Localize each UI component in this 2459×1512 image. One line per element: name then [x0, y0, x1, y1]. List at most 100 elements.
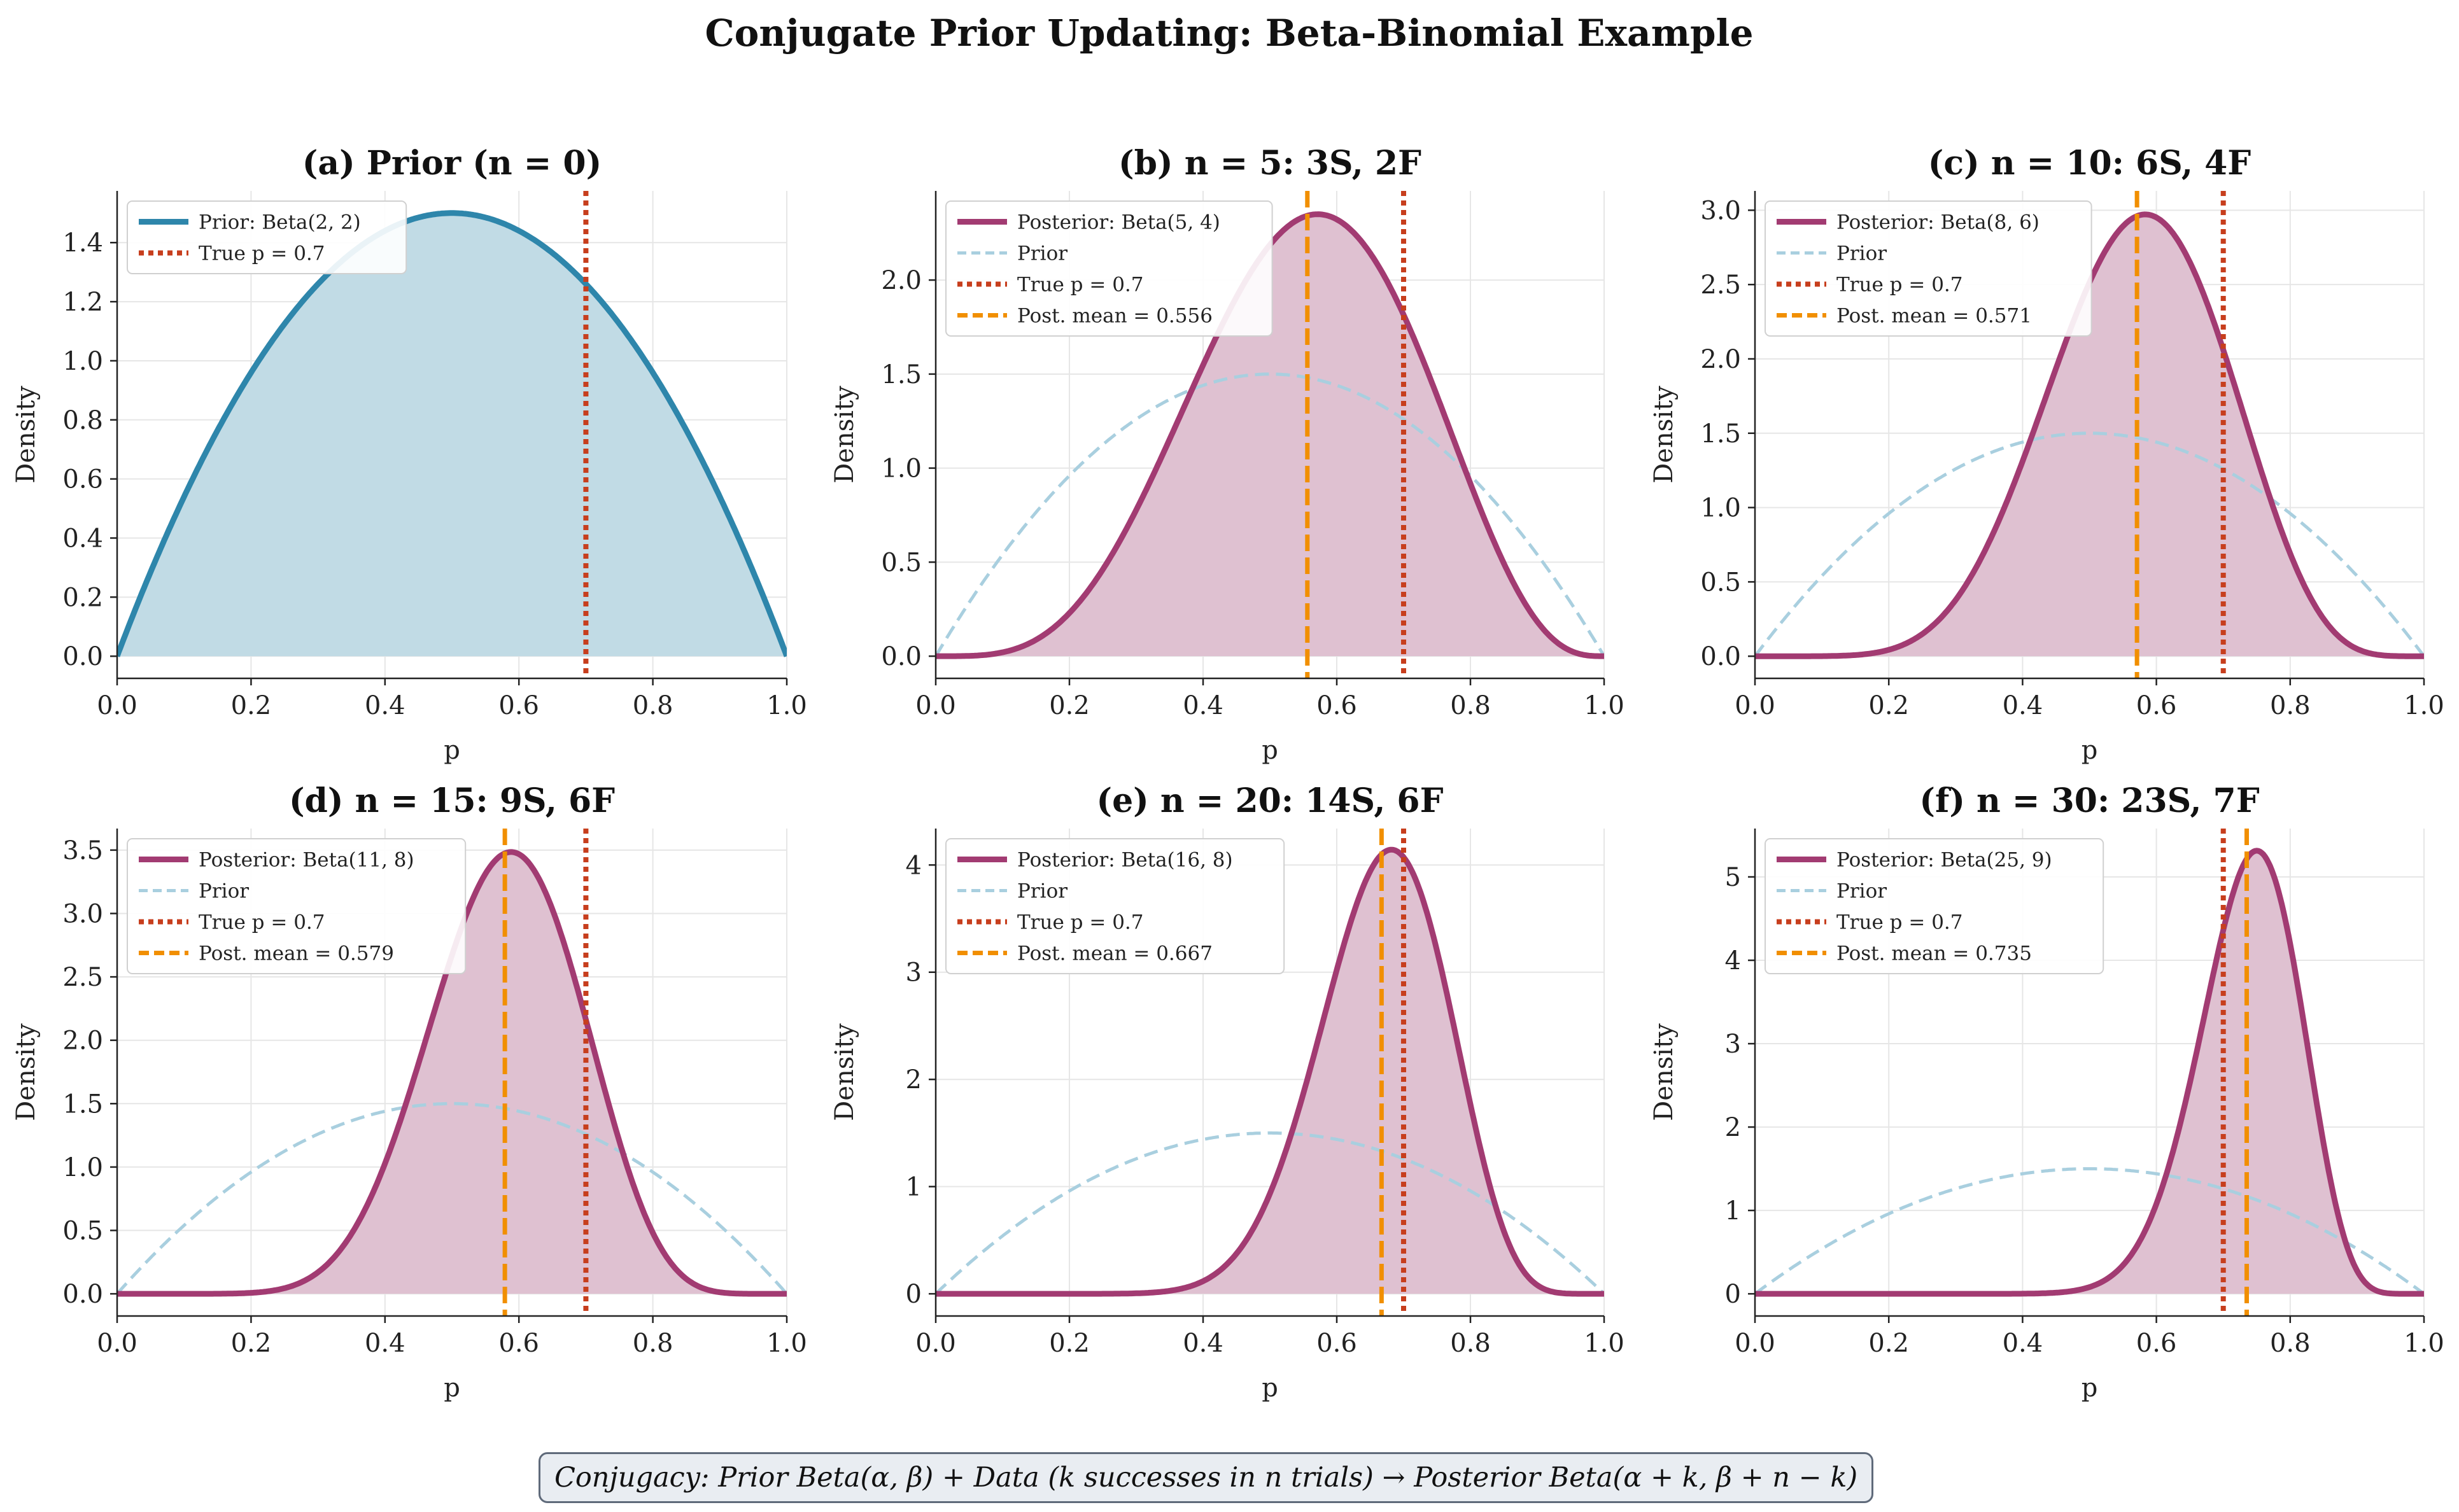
x-tick-label: 0.2 — [1049, 1329, 1090, 1358]
x-tick-label: 0.0 — [1735, 1329, 1775, 1358]
y-tick-label: 1.0 — [881, 454, 922, 484]
y-tick-label: 1.5 — [62, 1089, 103, 1119]
y-tick-label: 0 — [1725, 1280, 1741, 1309]
x-axis-label: p — [444, 736, 460, 765]
legend-label: Posterior: Beta(25, 9) — [1836, 849, 2052, 872]
x-axis-label: p — [2082, 1373, 2098, 1403]
prior-density-fill — [117, 213, 787, 657]
plot-area — [936, 829, 1604, 1316]
y-tick-label: 3 — [1725, 1030, 1741, 1059]
legend: Posterior: Beta(16, 8) Prior True p = 0.7 P… — [945, 838, 1285, 974]
legend-frame — [127, 200, 407, 274]
x-axis-label: p — [1262, 1373, 1278, 1403]
x-tick-label: 1.0 — [766, 691, 807, 720]
legend: Posterior: Beta(8, 6) Prior True p = 0.7 Po… — [1765, 200, 2092, 337]
x-tick-label: 0.4 — [2003, 1329, 2043, 1358]
y-tick-label: 0.8 — [62, 406, 103, 435]
y-tick-label: 4 — [906, 851, 922, 880]
legend-label: Post. mean = 0.556 — [1017, 305, 1213, 328]
y-tick-label: 1.0 — [1700, 494, 1741, 523]
y-tick-label: 0.5 — [881, 548, 922, 577]
legend-label: Post. mean = 0.735 — [1836, 942, 2032, 965]
legend-label: Post. mean = 0.579 — [199, 942, 394, 965]
legend-label: True p = 0.7 — [199, 242, 325, 265]
y-tick-label: 0.4 — [62, 524, 103, 553]
x-tick-label: 0.0 — [915, 1329, 956, 1358]
posterior-density-fill — [117, 851, 787, 1294]
x-tick-label: 0.8 — [2270, 1329, 2311, 1358]
y-tick-label: 2 — [1725, 1113, 1741, 1142]
legend: Posterior: Beta(11, 8) Prior True p = 0.7 P… — [127, 838, 467, 974]
y-tick-label: 2.0 — [881, 266, 922, 295]
y-tick-label: 1.4 — [62, 228, 103, 258]
chart-panel-c: 0.0 0.2 0.4 0.6 0.8 1.0 0.0 0.5 1.0 1.5 2.0 2.5 3.0 p… — [1649, 144, 2444, 765]
legend-label: Posterior: Beta(8, 6) — [1836, 211, 2040, 234]
legend: Prior: Beta(2, 2) True p = 0.7 — [127, 200, 407, 274]
y-tick-label: 0.5 — [62, 1217, 103, 1246]
plot-area — [117, 191, 787, 678]
legend-label: Prior — [1836, 880, 1887, 903]
posterior-density-fill — [1755, 214, 2424, 657]
y-tick-label: 2.0 — [1700, 345, 1741, 374]
legend-frame — [1765, 838, 2104, 974]
y-axis-label: Density — [1649, 1023, 1679, 1121]
legend-label: Posterior: Beta(11, 8) — [199, 849, 414, 872]
x-tick-label: 0.2 — [1868, 1329, 1909, 1358]
posterior-density-fill — [936, 214, 1604, 657]
chart-panel-e: 0.0 0.2 0.4 0.6 0.8 1.0 0 1 2 3 4 p Density (e) n = 2… — [830, 781, 1624, 1403]
legend-frame — [945, 200, 1273, 337]
prior-density-curve — [117, 210, 787, 657]
x-tick-label: 0.8 — [633, 691, 673, 720]
y-tick-label: 0.0 — [62, 642, 103, 671]
x-tick-label: 0.2 — [231, 1329, 272, 1358]
x-tick-label: 0.4 — [365, 1329, 405, 1358]
x-axis-label: p — [2082, 736, 2098, 765]
x-tick-label: 0.0 — [915, 691, 956, 720]
y-tick-label: 1.0 — [62, 347, 103, 376]
figure-title: Conjugate Prior Updating: Beta-Binomial … — [705, 11, 1754, 55]
y-tick-label: 0.0 — [1700, 642, 1741, 671]
x-tick-label: 0.0 — [1735, 691, 1775, 720]
prior-density-dashed — [936, 372, 1604, 657]
conjugacy-note: Conjugacy: Prior Beta(α, β) + Data (k su… — [539, 1452, 1874, 1503]
prior-density-dashed — [117, 1102, 787, 1295]
x-tick-label: 1.0 — [2404, 1329, 2444, 1358]
y-tick-label: 0.2 — [62, 583, 103, 612]
y-tick-label: 3 — [906, 958, 922, 988]
legend-label: True p = 0.7 — [1836, 274, 1963, 297]
panels: 0.0 0.2 0.4 0.6 0.8 1.0 0.0 0.2 0.4 0.6 0.8 1.0 1.2 1… — [11, 144, 2444, 1403]
x-tick-label: 0.6 — [2136, 691, 2177, 720]
x-tick-label: 0.2 — [1868, 691, 1909, 720]
y-axis-label: Density — [11, 386, 41, 484]
y-tick-label: 2.5 — [62, 963, 103, 992]
y-tick-label: 3.0 — [1700, 196, 1741, 225]
x-tick-label: 0.4 — [2003, 691, 2043, 720]
y-tick-label: 1.0 — [62, 1153, 103, 1182]
prior-density-dashed — [1755, 1167, 2424, 1296]
posterior-density-curve — [936, 846, 1604, 1297]
panel-title: (d) n = 15: 9S, 6F — [289, 781, 615, 820]
plot-area — [117, 829, 787, 1316]
x-tick-label: 1.0 — [1584, 1329, 1624, 1358]
y-tick-label: 0.0 — [62, 1280, 103, 1309]
posterior-density-fill — [1755, 850, 2424, 1294]
panel-title: (c) n = 10: 6S, 4F — [1928, 144, 2251, 183]
y-tick-label: 0 — [906, 1280, 922, 1309]
x-tick-label: 0.0 — [97, 1329, 137, 1358]
y-tick-label: 0.6 — [62, 465, 103, 494]
legend-label: True p = 0.7 — [1017, 911, 1144, 934]
legend-label: Posterior: Beta(16, 8) — [1017, 849, 1233, 872]
x-axis-label: p — [1262, 736, 1278, 765]
x-tick-label: 0.4 — [1183, 691, 1223, 720]
panel-title: (f) n = 30: 23S, 7F — [1919, 781, 2259, 820]
x-tick-label: 0.6 — [2136, 1329, 2177, 1358]
y-tick-label: 2.0 — [62, 1026, 103, 1056]
legend-label: Prior — [199, 880, 249, 903]
legend-frame — [945, 838, 1285, 974]
y-tick-label: 1 — [906, 1173, 922, 1202]
x-tick-label: 0.8 — [633, 1329, 673, 1358]
legend-label: True p = 0.7 — [1836, 911, 1963, 934]
legend-label: True p = 0.7 — [199, 911, 325, 934]
y-tick-label: 3.0 — [62, 899, 103, 928]
